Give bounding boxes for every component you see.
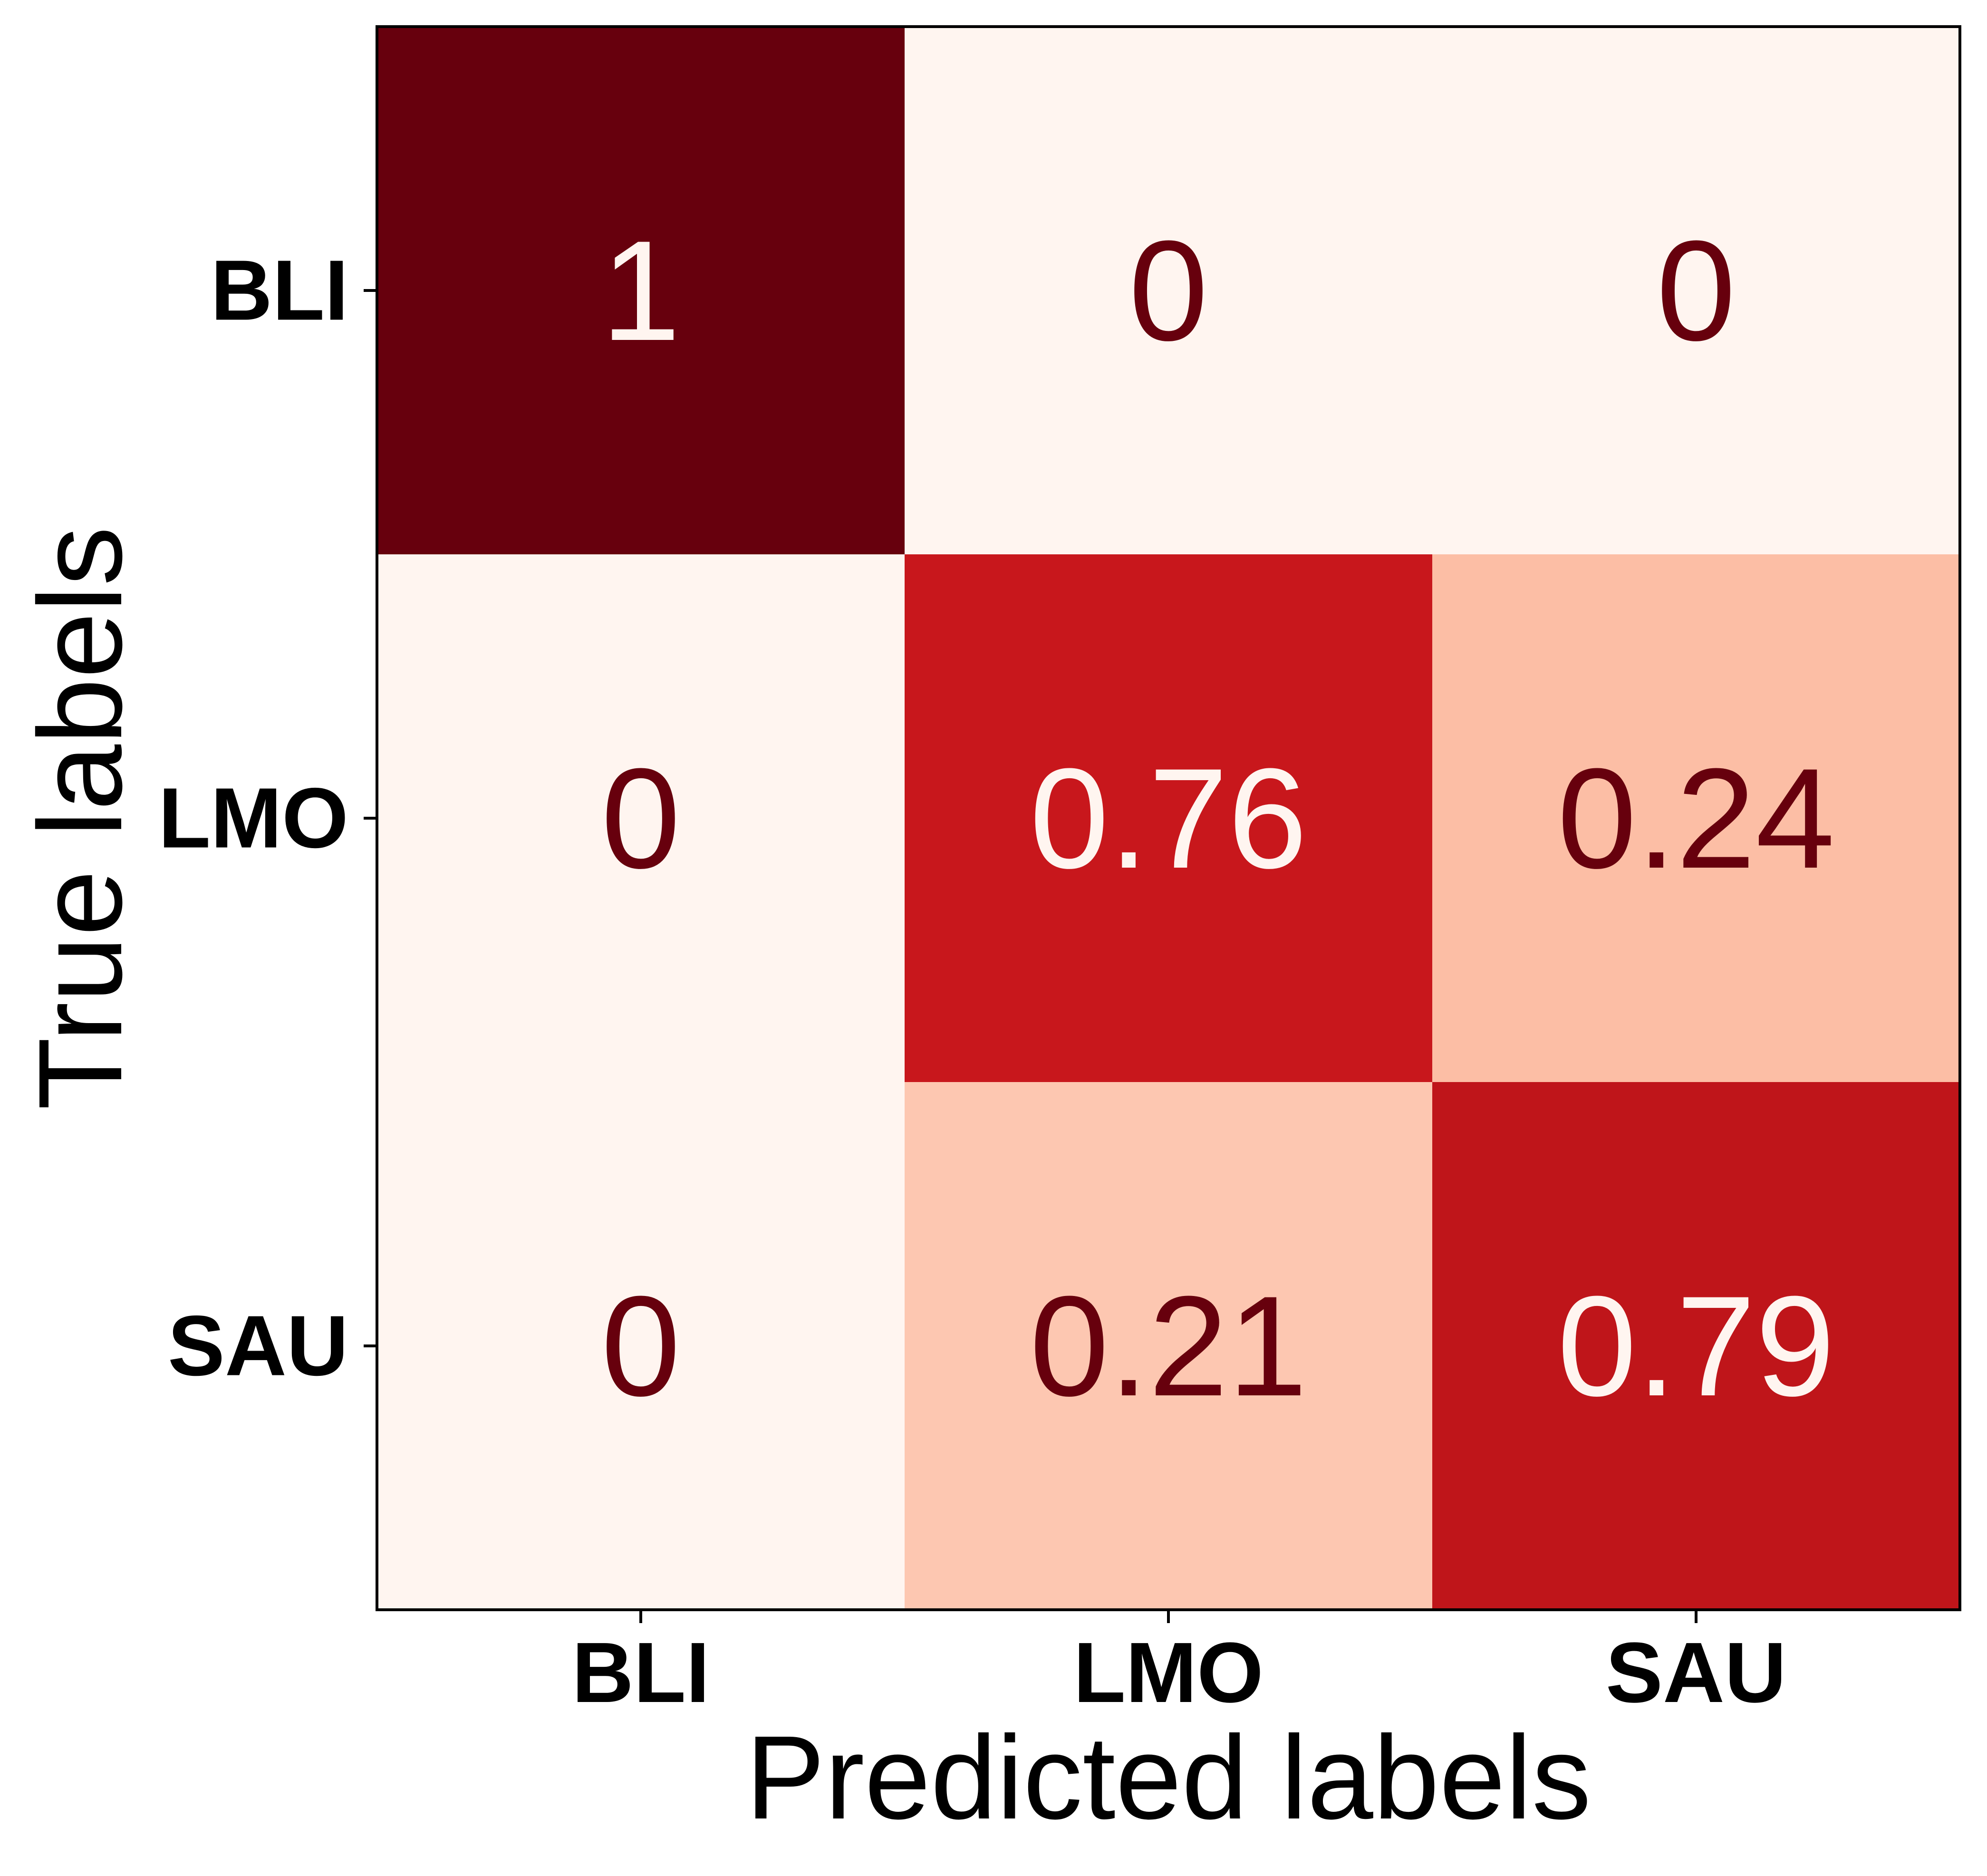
x-tick-label: BLI bbox=[572, 1625, 710, 1721]
heatmap-cell-value: 0 bbox=[601, 1266, 681, 1426]
heatmap-cell bbox=[905, 1082, 1433, 1610]
heatmap-cell bbox=[377, 554, 905, 1083]
heatmap-cell bbox=[905, 27, 1433, 555]
heatmap-cell-value: 0 bbox=[1657, 211, 1736, 370]
heatmap-cell bbox=[377, 27, 905, 555]
x-tick-label: SAU bbox=[1606, 1625, 1786, 1721]
y-axis-label: True labels bbox=[14, 526, 146, 1110]
x-axis-ticks: BLI LMO SAU bbox=[572, 1610, 1786, 1721]
heatmap-cell-value: 0 bbox=[1129, 211, 1208, 370]
y-axis-ticks: BLI LMO SAU bbox=[158, 243, 377, 1394]
heatmap-cell-value: 0.21 bbox=[1030, 1266, 1307, 1426]
heatmap-cell bbox=[1432, 1082, 1960, 1610]
y-tick-label: SAU bbox=[168, 1298, 348, 1394]
x-tick-label: LMO bbox=[1073, 1625, 1264, 1721]
heatmap-cell-value: 0.76 bbox=[1030, 738, 1307, 898]
y-tick-label: BLI bbox=[211, 243, 348, 338]
heatmap-cell-value: 0.79 bbox=[1557, 1266, 1835, 1426]
y-tick-label: LMO bbox=[158, 771, 348, 866]
heatmap-cell-value: 0 bbox=[601, 738, 681, 898]
heatmap-cell-value: 1 bbox=[601, 211, 681, 370]
heatmap-cells bbox=[377, 27, 1960, 1610]
heatmap-cell bbox=[377, 1082, 905, 1610]
heatmap-cell bbox=[905, 554, 1433, 1083]
heatmap-cell bbox=[1432, 27, 1960, 555]
heatmap-cell-value: 0.24 bbox=[1557, 738, 1835, 898]
x-axis-label: Predicted labels bbox=[746, 1711, 1592, 1844]
heatmap-cell bbox=[1432, 554, 1960, 1083]
heatmap-cell-values: 1 0 0 0 0.76 0.24 0 0.21 0.79 bbox=[601, 211, 1835, 1426]
